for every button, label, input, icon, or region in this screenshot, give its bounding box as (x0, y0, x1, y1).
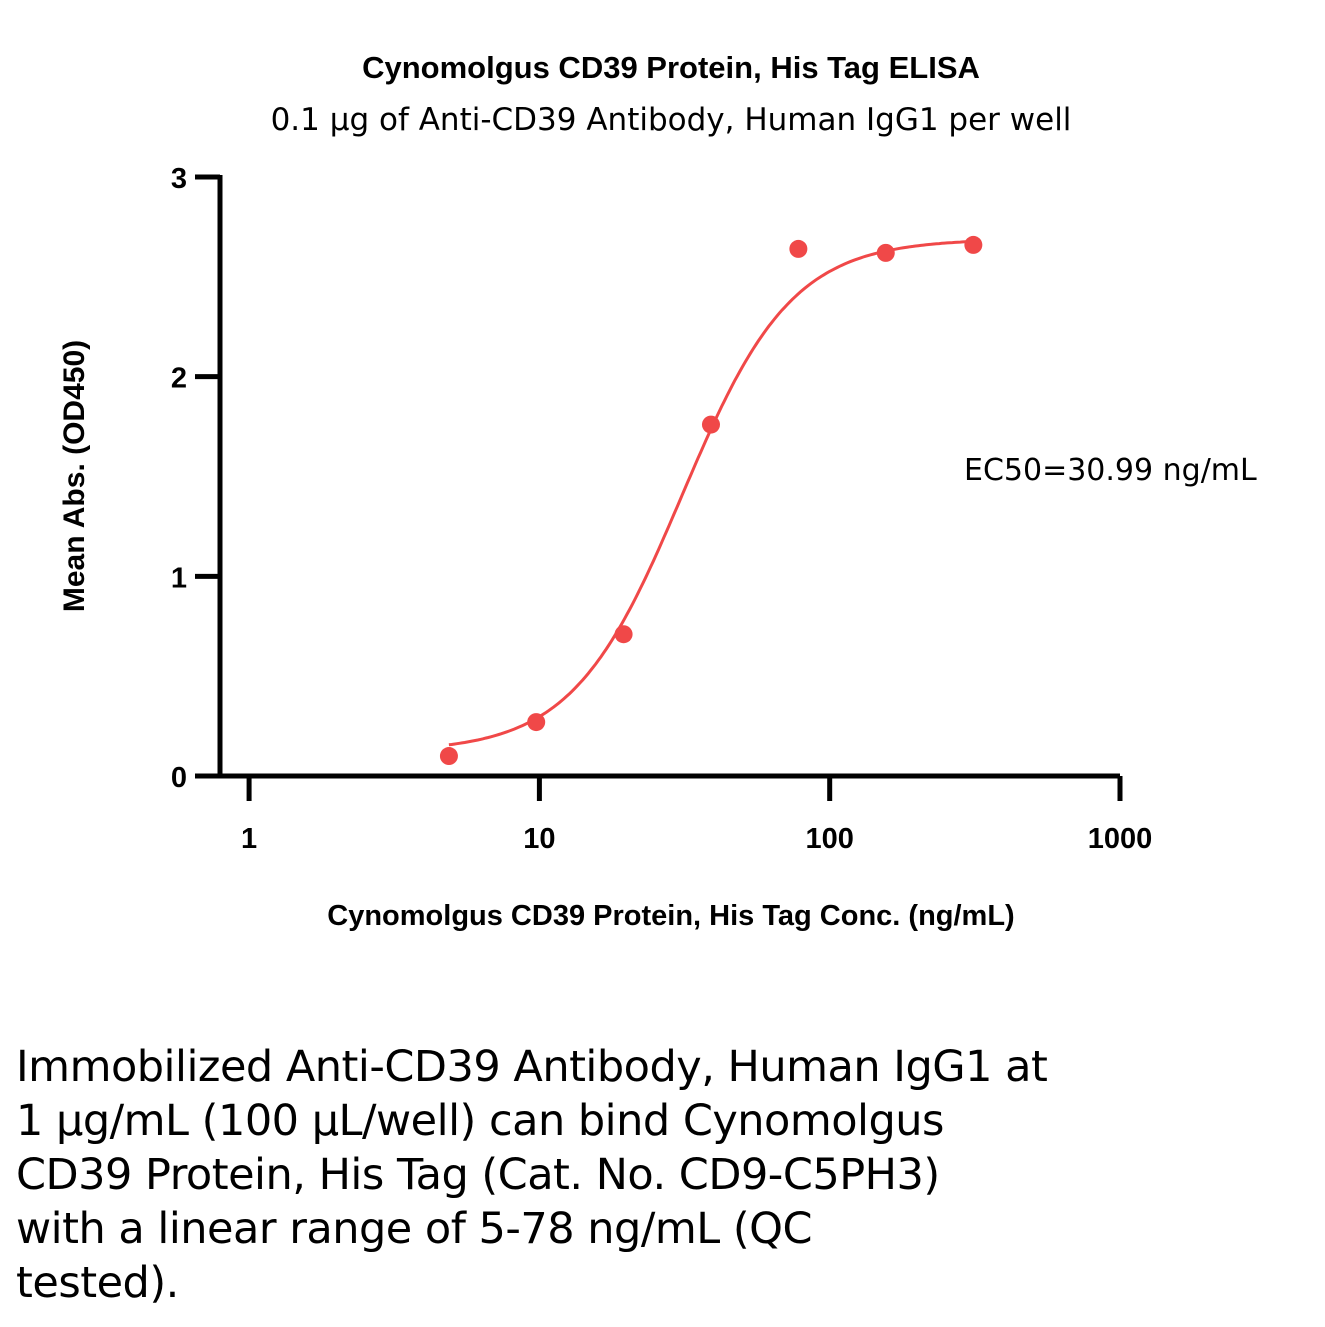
data-point (527, 713, 546, 732)
data-point (614, 625, 633, 644)
y-tick-label: 0 (171, 762, 187, 794)
y-tick-label: 2 (171, 363, 187, 395)
x-axis-label: Cynomolgus CD39 Protein, His Tag Conc. (… (327, 900, 1014, 932)
chart-subtitle: 0.1 µg of Anti-CD39 Antibody, Human IgG1… (271, 102, 1072, 138)
caption-line: 1 µg/mL (100 µL/well) can bind Cynomolgu… (16, 1096, 944, 1146)
x-tick-label: 10 (523, 823, 555, 855)
data-point (964, 235, 983, 254)
x-tick-label: 100 (805, 823, 853, 855)
caption-line: tested). (16, 1258, 179, 1308)
ec50-annotation: EC50=30.99 ng/mL (964, 453, 1257, 488)
y-tick-label: 1 (171, 562, 187, 594)
elisa-chart: Cynomolgus CD39 Protein, His Tag ELISA 0… (58, 50, 1257, 932)
figure-caption: Immobilized Anti-CD39 Antibody, Human Ig… (16, 1040, 1136, 1310)
caption-line: with a linear range of 5-78 ng/mL (QC (16, 1204, 812, 1254)
caption-line: CD39 Protein, His Tag (Cat. No. CD9-C5PH… (16, 1150, 940, 1200)
x-tick-label: 1000 (1088, 823, 1153, 855)
y-axis-label: Mean Abs. (OD450) (58, 340, 91, 612)
data-point (701, 415, 720, 434)
x-tick-label: 1 (241, 823, 257, 855)
caption-line: Immobilized Anti-CD39 Antibody, Human Ig… (16, 1042, 1048, 1092)
data-point (789, 239, 808, 258)
data-point (439, 747, 458, 766)
chart-title: Cynomolgus CD39 Protein, His Tag ELISA (362, 50, 980, 85)
fit-curve (448, 239, 974, 747)
y-tick-label: 3 (171, 163, 187, 195)
data-point (876, 243, 895, 262)
